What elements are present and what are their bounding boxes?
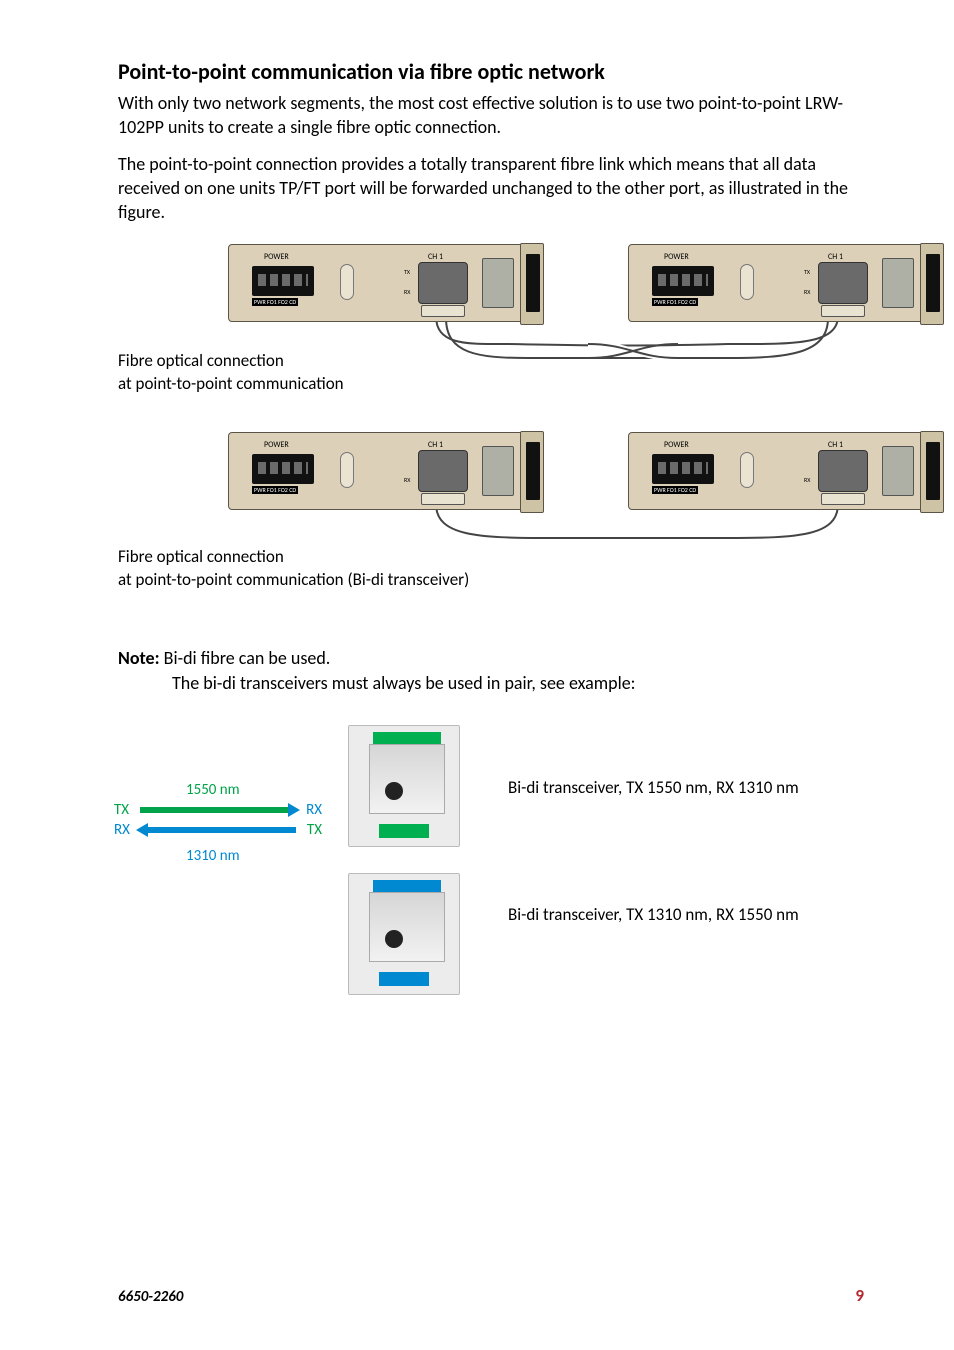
sfp-port-icon (418, 450, 468, 492)
switch-labels: PWR FO1 FO2 CD (652, 298, 698, 306)
wavelength-label-bottom: 1310 nm (186, 847, 240, 865)
page-heading: Point-to-point communication via fibre o… (118, 58, 864, 85)
dip-switches-icon (652, 266, 714, 296)
fibre-cable-single-icon (228, 504, 954, 552)
transceiver-2-icon (348, 873, 460, 995)
rx-label-right: RX (306, 801, 322, 819)
label-tx: TX (404, 268, 410, 276)
footer-page-number: 9 (855, 1285, 864, 1306)
label-ch1: CH 1 (428, 252, 443, 262)
device-unit-left: POWER CH 1 PWR FO1 FO2 CD TX RX (228, 244, 538, 322)
note-line-2: The bi-di transceivers must always be us… (172, 671, 864, 696)
dip-switches-icon (252, 454, 314, 484)
label-rx: RX (804, 288, 810, 296)
paragraph-2: The point-to-point connection provides a… (118, 152, 864, 225)
device-unit-right: POWER CH 1 PWR FO1 FO2 CD TX RX (628, 244, 938, 322)
figure-2-caption-line-1: Fibre optical connection (118, 546, 864, 569)
label-ch1: CH 1 (828, 252, 843, 262)
rj-port-icon (482, 258, 514, 308)
figure-2-caption-line-2: at point-to-point communication (Bi-di t… (118, 569, 864, 592)
dip-switches-icon (652, 454, 714, 484)
sfp-port-icon (818, 262, 868, 304)
rj-port-icon (482, 446, 514, 496)
screw-slot-icon (340, 264, 354, 300)
note-line-1: Bi-di fibre can be used. (160, 647, 331, 669)
blue-line-icon (146, 827, 296, 833)
label-tx: TX (804, 268, 810, 276)
bidi-wavelength-diagram: 1550 nm TX RX RX TX 1310 nm (118, 781, 318, 921)
label-power: POWER (264, 252, 289, 262)
label-rx: RX (404, 476, 410, 484)
sfp-port-icon (818, 450, 868, 492)
paragraph-1: With only two network segments, the most… (118, 91, 864, 140)
page-footer: 6650-2260 9 (118, 1285, 864, 1306)
label-power: POWER (664, 252, 689, 262)
note-label: Note: (118, 647, 160, 669)
switch-labels: PWR FO1 FO2 CD (652, 486, 698, 494)
figure-2: POWER CH 1 PWR FO1 FO2 CD RX POWER CH 1 … (118, 432, 864, 592)
tx-label-right: TX (307, 821, 322, 839)
transceiver-2-text: Bi-di transceiver, TX 1310 nm, RX 1550 n… (508, 904, 864, 925)
label-ch1: CH 1 (428, 440, 443, 450)
device-unit-right: POWER CH 1 PWR FO1 FO2 CD RX (628, 432, 938, 510)
transceiver-1-icon (348, 725, 460, 847)
label-rx: RX (804, 476, 810, 484)
figure-1: POWER CH 1 PWR FO1 FO2 CD TX RX POWER CH… (118, 244, 864, 396)
label-power: POWER (264, 440, 289, 450)
arrow-right-icon (288, 803, 300, 817)
sfp-port-icon (418, 262, 468, 304)
wavelength-label-top: 1550 nm (186, 781, 240, 799)
label-rx: RX (404, 288, 410, 296)
rj-port-icon (882, 446, 914, 496)
green-line-icon (140, 807, 290, 813)
screw-slot-icon (740, 452, 754, 488)
figure-1-caption-line-2: at point-to-point communication (118, 373, 864, 396)
bidi-section: 1550 nm TX RX RX TX 1310 nm (118, 725, 864, 1025)
switch-labels: PWR FO1 FO2 CD (252, 298, 298, 306)
label-ch1: CH 1 (828, 440, 843, 450)
note-block: Note: Bi-di fibre can be used. The bi-di… (118, 646, 864, 696)
tx-label-left: TX (114, 801, 129, 819)
rx-label-left: RX (114, 821, 130, 839)
switch-labels: PWR FO1 FO2 CD (252, 486, 298, 494)
dip-switches-icon (252, 266, 314, 296)
arrow-left-icon (136, 823, 148, 837)
screw-slot-icon (740, 264, 754, 300)
figure-1-caption-line-1: Fibre optical connection (118, 350, 864, 373)
transceiver-1-text: Bi-di transceiver, TX 1550 nm, RX 1310 n… (508, 777, 864, 798)
footer-doc-number: 6650-2260 (118, 1288, 183, 1306)
rj-port-icon (882, 258, 914, 308)
device-unit-left: POWER CH 1 PWR FO1 FO2 CD RX (228, 432, 538, 510)
label-power: POWER (664, 440, 689, 450)
screw-slot-icon (340, 452, 354, 488)
